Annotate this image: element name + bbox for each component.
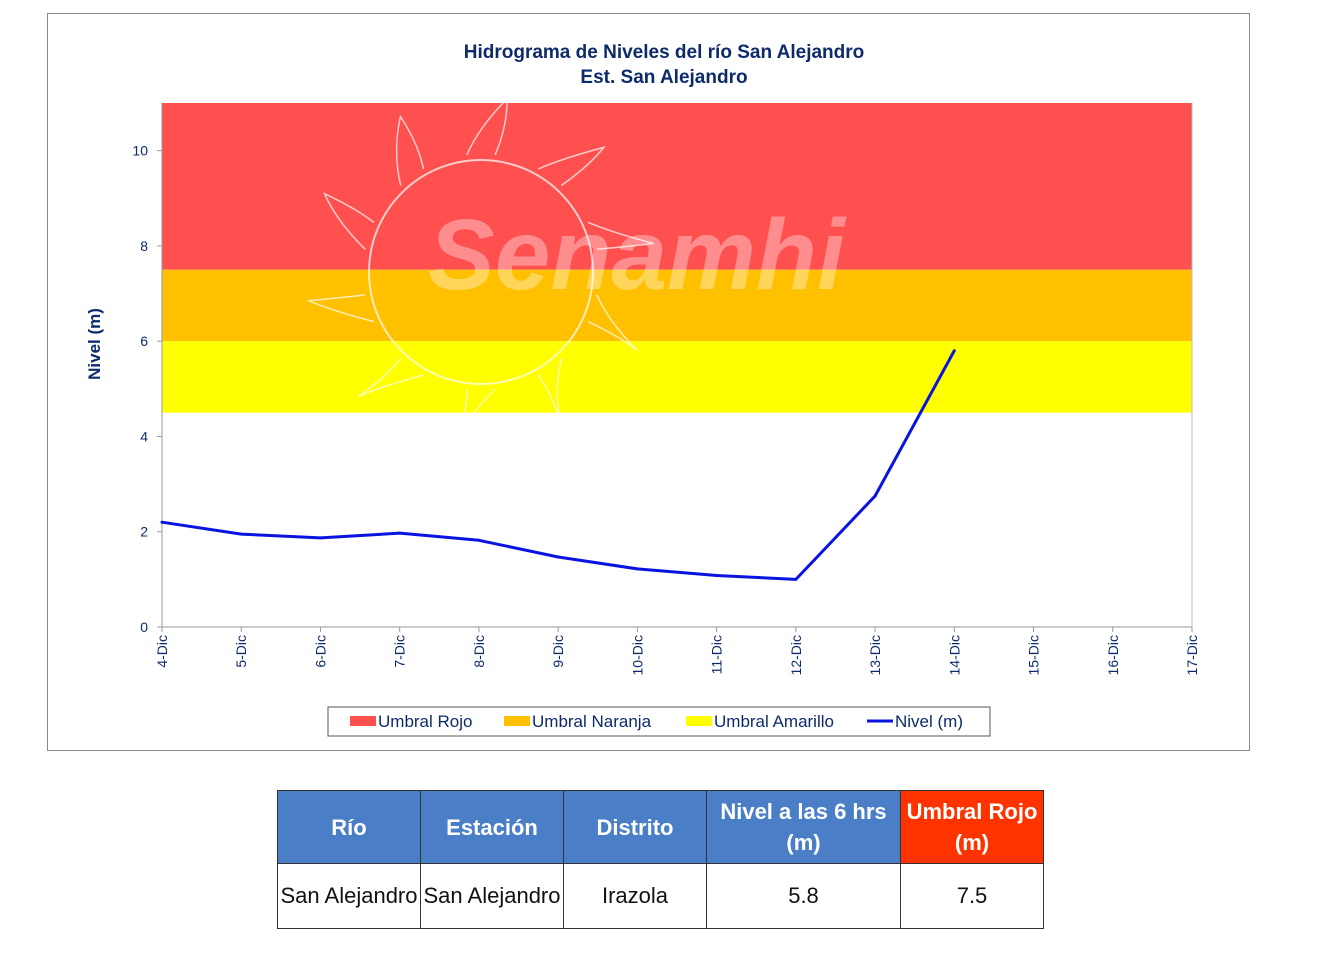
band-umbral-naranja — [162, 269, 1192, 342]
data-point — [952, 349, 956, 353]
header-distrito: Distrito — [563, 790, 707, 864]
x-tick-label: 10-Dic — [629, 635, 645, 675]
cell-rio: San Alejandro — [277, 863, 421, 929]
data-point — [635, 567, 639, 571]
header-rio: Río — [277, 790, 421, 864]
sun-ray-icon — [357, 358, 424, 398]
cell-umbral-rojo: 7.5 — [900, 863, 1044, 929]
x-tick-label: 13-Dic — [867, 635, 883, 675]
data-point — [873, 494, 877, 498]
axes — [161, 103, 1193, 628]
senamhi-watermark: Senamhi — [308, 97, 847, 446]
header-umbral-rojo: Umbral Rojo (m) — [900, 790, 1044, 864]
sun-ray-icon — [538, 146, 606, 187]
x-tick-label: 5-Dic — [233, 635, 249, 668]
band-umbral-amarillo — [162, 341, 1192, 413]
legend-label-umbral-amarillo: Umbral Amarillo — [714, 712, 834, 731]
x-tick-label: 9-Dic — [550, 635, 566, 668]
x-tick-label: 7-Dic — [392, 635, 408, 668]
header-nivel: Nivel a las 6 hrs (m) — [706, 790, 901, 864]
cell-nivel: 5.8 — [706, 863, 901, 929]
data-point — [715, 574, 719, 578]
x-tick-label: 17-Dic — [1184, 635, 1200, 675]
legend-swatch-umbral-naranja — [504, 716, 530, 726]
x-tick-label: 4-Dic — [154, 635, 170, 668]
x-tick-label: 11-Dic — [709, 635, 725, 674]
data-point — [160, 520, 164, 524]
x-tick-label: 12-Dic — [788, 635, 804, 675]
watermark-text: Senamhi — [428, 199, 847, 311]
sun-ray-icon — [454, 388, 496, 446]
station-table: Río Estación Distrito Nivel a las 6 hrs … — [277, 790, 1044, 929]
chart-frame: Hidrograma de Niveles del río San Alejan… — [47, 13, 1250, 751]
cell-estacion: San Alejandro — [420, 863, 564, 929]
data-point — [239, 532, 243, 536]
data-point — [794, 577, 798, 581]
x-tick-label: 6-Dic — [312, 635, 328, 668]
cell-distrito: Irazola — [563, 863, 707, 929]
sun-ray-icon — [587, 294, 639, 351]
series-layer — [160, 349, 956, 581]
sun-ray-icon — [537, 358, 563, 428]
data-point — [318, 536, 322, 540]
y-axis-label: Nivel (m) — [85, 308, 104, 380]
y-tick-label: 4 — [140, 428, 148, 444]
x-tick-label: 15-Dic — [1026, 635, 1042, 675]
sun-ray-icon — [587, 221, 654, 250]
sun-ray-icon — [308, 294, 375, 323]
band-umbral-rojo — [162, 103, 1192, 270]
hydrograph-chart: Hidrograma de Niveles del río San Alejan… — [85, 42, 1200, 737]
table-row: San Alejandro San Alejandro Irazola 5.8 … — [277, 863, 1044, 929]
x-axis-ticks: 4-Dic 5-Dic 6-Dic 7-Dic 8-Dic 9-Dic 10-Dic 11-D… — [154, 627, 1200, 675]
data-point — [477, 538, 481, 542]
legend-swatch-umbral-amarillo — [686, 716, 712, 726]
chart-subtitle: Est. San Alejandro — [580, 67, 747, 88]
x-tick-label: 16-Dic — [1105, 635, 1121, 675]
header-estacion: Estación — [420, 790, 564, 864]
legend-label-umbral-naranja: Umbral Naranja — [532, 712, 652, 731]
y-tick-label: 0 — [140, 619, 148, 635]
x-tick-label: 8-Dic — [471, 635, 487, 668]
chart-title: Hidrograma de Niveles del río San Alejan… — [464, 42, 865, 63]
data-point — [556, 555, 560, 559]
y-tick-label: 8 — [140, 238, 148, 254]
threshold-bands — [162, 103, 1192, 413]
sun-ray-icon — [466, 97, 508, 156]
y-tick-label: 2 — [140, 524, 148, 540]
x-tick-label: 14-Dic — [946, 635, 962, 675]
legend-label-umbral-rojo: Umbral Rojo — [378, 712, 472, 731]
y-tick-label: 10 — [132, 143, 148, 159]
sun-ray-icon — [395, 114, 425, 186]
sun-ray-icon — [323, 192, 375, 250]
legend-label-nivel-m: Nivel (m) — [895, 712, 963, 731]
y-tick-label: 6 — [140, 333, 148, 349]
table-header-row: Río Estación Distrito Nivel a las 6 hrs … — [277, 790, 1044, 864]
y-axis-ticks: 0 2 4 6 8 10 — [132, 143, 162, 635]
legend-swatch-umbral-rojo — [350, 716, 376, 726]
chart-legend: Umbral Rojo Umbral Naranja Umbral Amarillo… — [327, 706, 991, 737]
data-point — [398, 531, 402, 535]
